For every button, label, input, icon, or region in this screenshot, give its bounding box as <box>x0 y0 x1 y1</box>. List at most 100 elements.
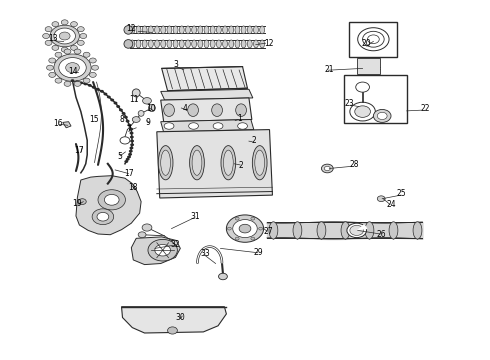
Ellipse shape <box>229 40 234 48</box>
Ellipse shape <box>186 26 191 34</box>
Ellipse shape <box>204 26 209 34</box>
Circle shape <box>130 136 134 139</box>
Circle shape <box>71 45 77 50</box>
Circle shape <box>49 72 56 77</box>
Ellipse shape <box>189 123 198 129</box>
Text: 20: 20 <box>362 40 371 49</box>
Circle shape <box>97 212 109 221</box>
Text: 22: 22 <box>420 104 430 113</box>
Text: 12: 12 <box>126 24 136 33</box>
Ellipse shape <box>222 40 227 48</box>
Circle shape <box>103 93 107 95</box>
Ellipse shape <box>138 111 144 116</box>
Wedge shape <box>357 224 368 230</box>
Ellipse shape <box>253 26 258 34</box>
Circle shape <box>129 150 133 153</box>
Ellipse shape <box>317 222 326 239</box>
Circle shape <box>61 47 68 52</box>
Ellipse shape <box>167 40 172 48</box>
Ellipse shape <box>148 26 153 34</box>
Circle shape <box>259 227 263 230</box>
Ellipse shape <box>241 40 246 48</box>
Ellipse shape <box>217 26 221 34</box>
Text: 27: 27 <box>264 227 273 236</box>
Polygon shape <box>161 120 254 132</box>
Circle shape <box>226 215 264 242</box>
Circle shape <box>74 49 81 54</box>
Circle shape <box>88 84 92 87</box>
Text: 17: 17 <box>124 169 134 178</box>
Circle shape <box>116 105 120 108</box>
Text: 15: 15 <box>89 115 99 124</box>
Ellipse shape <box>253 40 258 48</box>
Bar <box>344 75 407 123</box>
Circle shape <box>78 199 86 204</box>
Circle shape <box>124 160 128 163</box>
Ellipse shape <box>161 150 171 175</box>
Ellipse shape <box>192 26 196 34</box>
Ellipse shape <box>124 40 133 48</box>
Circle shape <box>143 98 151 104</box>
Circle shape <box>45 40 52 45</box>
Ellipse shape <box>154 26 159 34</box>
Ellipse shape <box>136 40 141 48</box>
Ellipse shape <box>260 26 265 34</box>
Circle shape <box>363 31 384 47</box>
Polygon shape <box>161 89 253 100</box>
Circle shape <box>59 32 70 40</box>
Ellipse shape <box>148 104 155 112</box>
Ellipse shape <box>198 40 203 48</box>
Circle shape <box>107 95 111 98</box>
Text: 25: 25 <box>396 189 406 198</box>
Circle shape <box>54 54 91 81</box>
Circle shape <box>227 227 231 230</box>
Circle shape <box>124 116 128 119</box>
Text: 23: 23 <box>344 99 354 108</box>
Circle shape <box>92 209 114 225</box>
Circle shape <box>47 65 53 70</box>
Ellipse shape <box>164 123 174 129</box>
Ellipse shape <box>389 222 398 239</box>
Circle shape <box>100 90 104 93</box>
Circle shape <box>104 194 119 205</box>
Ellipse shape <box>247 40 252 48</box>
Circle shape <box>50 25 79 47</box>
Ellipse shape <box>236 104 246 117</box>
Polygon shape <box>131 237 180 265</box>
Circle shape <box>96 88 100 91</box>
Circle shape <box>80 33 87 39</box>
Ellipse shape <box>179 26 184 34</box>
Ellipse shape <box>247 26 252 34</box>
Ellipse shape <box>260 40 265 48</box>
Circle shape <box>377 112 387 120</box>
Text: 1: 1 <box>237 114 242 122</box>
Text: 13: 13 <box>48 35 58 44</box>
Circle shape <box>54 28 75 44</box>
Circle shape <box>235 217 239 220</box>
Text: 4: 4 <box>183 104 188 113</box>
Ellipse shape <box>190 146 204 180</box>
Circle shape <box>321 164 333 173</box>
Polygon shape <box>162 67 247 91</box>
Circle shape <box>251 237 255 240</box>
Text: 16: 16 <box>53 119 63 128</box>
Text: 9: 9 <box>146 118 150 127</box>
Circle shape <box>128 153 132 156</box>
Polygon shape <box>76 176 141 235</box>
Circle shape <box>148 239 177 261</box>
Circle shape <box>79 81 83 84</box>
Circle shape <box>324 166 330 171</box>
Circle shape <box>55 78 62 83</box>
Ellipse shape <box>223 150 233 175</box>
Text: 32: 32 <box>171 240 180 249</box>
Circle shape <box>75 80 79 83</box>
Circle shape <box>350 225 364 235</box>
Circle shape <box>77 40 84 45</box>
Circle shape <box>83 78 90 83</box>
Ellipse shape <box>365 222 374 239</box>
Ellipse shape <box>212 104 222 117</box>
Circle shape <box>92 65 98 70</box>
Ellipse shape <box>167 26 172 34</box>
Polygon shape <box>157 130 272 198</box>
Ellipse shape <box>252 146 267 180</box>
